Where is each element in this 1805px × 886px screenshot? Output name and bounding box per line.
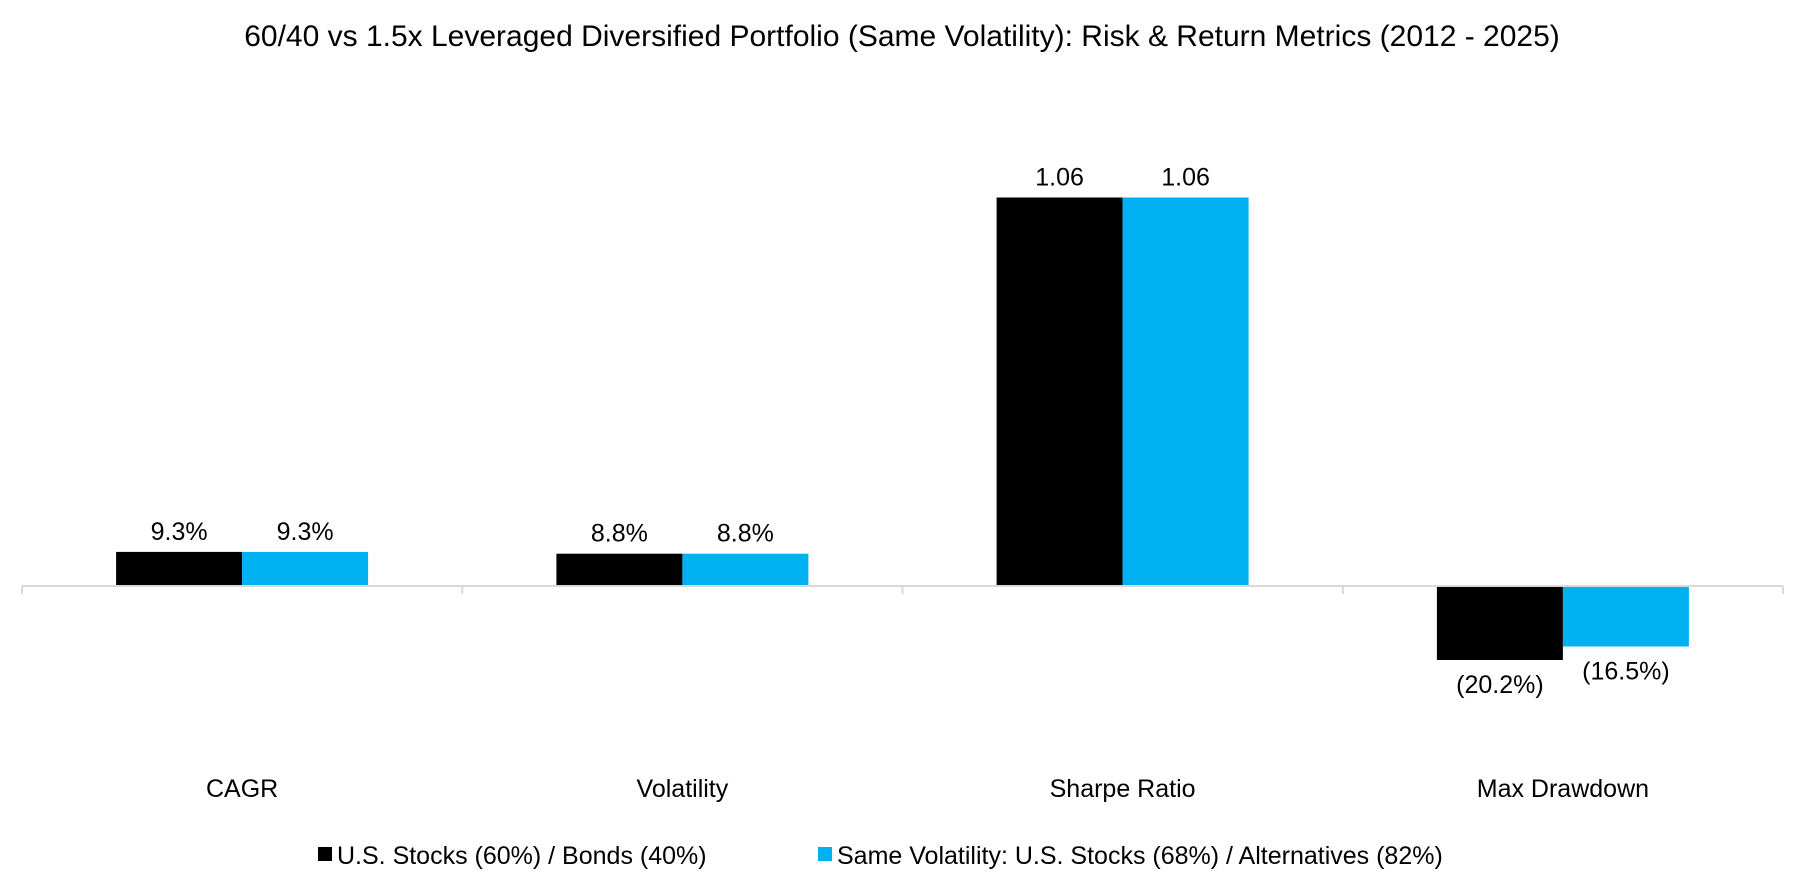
bar-max-drawdown-series-2 bbox=[1562, 586, 1689, 647]
bar-volatility-series-2 bbox=[682, 553, 809, 586]
legend-swatch bbox=[318, 847, 332, 861]
data-label: 8.8% bbox=[591, 520, 648, 548]
data-labels: 9.3% 9.3% 8.8% 8.8% 1.06 1.06 (20.2%) (16.5%) bbox=[151, 164, 1670, 700]
category-label: Sharpe Ratio bbox=[1050, 775, 1196, 803]
category-label: Volatility bbox=[637, 775, 729, 803]
bars bbox=[116, 197, 1689, 660]
data-label: 9.3% bbox=[151, 518, 208, 546]
chart-title: 60/40 vs 1.5x Leveraged Diversified Port… bbox=[244, 20, 1560, 53]
data-label: (16.5%) bbox=[1582, 658, 1670, 686]
category-label: Max Drawdown bbox=[1477, 775, 1649, 803]
bar-sharpe-ratio-series-1 bbox=[996, 197, 1123, 586]
legend: U.S. Stocks (60%) / Bonds (40%) Same Vola… bbox=[318, 842, 1443, 870]
x-axis bbox=[21, 585, 1784, 594]
legend-label: Same Volatility: U.S. Stocks (68%) / Alt… bbox=[837, 842, 1443, 870]
bar-max-drawdown-series-1 bbox=[1436, 586, 1563, 660]
bar-cagr-series-2 bbox=[242, 551, 369, 586]
category-label: CAGR bbox=[206, 775, 278, 803]
data-label: 1.06 bbox=[1035, 164, 1084, 192]
data-label: 8.8% bbox=[717, 520, 774, 548]
legend-label: U.S. Stocks (60%) / Bonds (40%) bbox=[337, 842, 707, 870]
bar-sharpe-ratio-series-2 bbox=[1122, 197, 1249, 586]
legend-swatch bbox=[818, 847, 832, 861]
data-label: 9.3% bbox=[277, 518, 334, 546]
bar-cagr-series-1 bbox=[116, 551, 243, 586]
bar-volatility-series-1 bbox=[556, 553, 683, 586]
data-label: 1.06 bbox=[1161, 164, 1210, 192]
category-labels: CAGR Volatility Sharpe Ratio Max Drawdown bbox=[206, 775, 1649, 803]
data-label: (20.2%) bbox=[1456, 671, 1544, 699]
